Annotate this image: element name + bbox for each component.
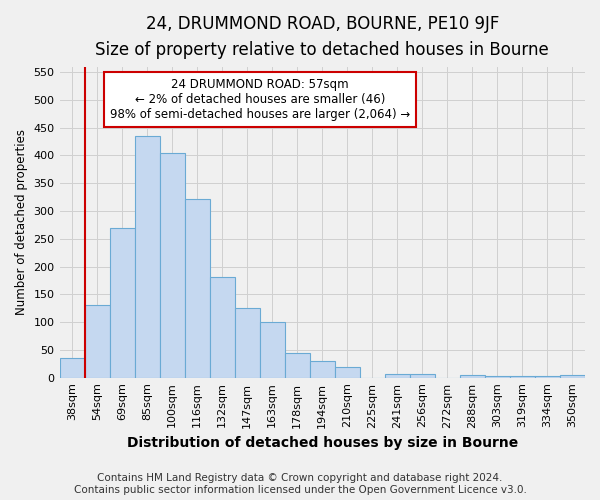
Bar bbox=[410, 374, 435, 378]
Bar bbox=[560, 375, 585, 378]
Y-axis label: Number of detached properties: Number of detached properties bbox=[15, 129, 28, 315]
Bar bbox=[285, 352, 310, 378]
Bar bbox=[134, 136, 160, 378]
Bar bbox=[260, 322, 285, 378]
X-axis label: Distribution of detached houses by size in Bourne: Distribution of detached houses by size … bbox=[127, 436, 518, 450]
Bar bbox=[485, 376, 510, 378]
Bar bbox=[460, 376, 485, 378]
Text: 24 DRUMMOND ROAD: 57sqm
← 2% of detached houses are smaller (46)
98% of semi-det: 24 DRUMMOND ROAD: 57sqm ← 2% of detached… bbox=[110, 78, 410, 120]
Bar bbox=[59, 358, 85, 378]
Bar bbox=[510, 376, 535, 378]
Bar bbox=[185, 199, 209, 378]
Bar bbox=[235, 308, 260, 378]
Bar bbox=[209, 276, 235, 378]
Text: Contains HM Land Registry data © Crown copyright and database right 2024.
Contai: Contains HM Land Registry data © Crown c… bbox=[74, 474, 526, 495]
Bar bbox=[160, 152, 185, 378]
Bar bbox=[310, 361, 335, 378]
Title: 24, DRUMMOND ROAD, BOURNE, PE10 9JF
Size of property relative to detached houses: 24, DRUMMOND ROAD, BOURNE, PE10 9JF Size… bbox=[95, 15, 549, 60]
Bar bbox=[385, 374, 410, 378]
Bar bbox=[535, 376, 560, 378]
Bar bbox=[85, 306, 110, 378]
Bar bbox=[335, 366, 360, 378]
Bar bbox=[110, 228, 134, 378]
